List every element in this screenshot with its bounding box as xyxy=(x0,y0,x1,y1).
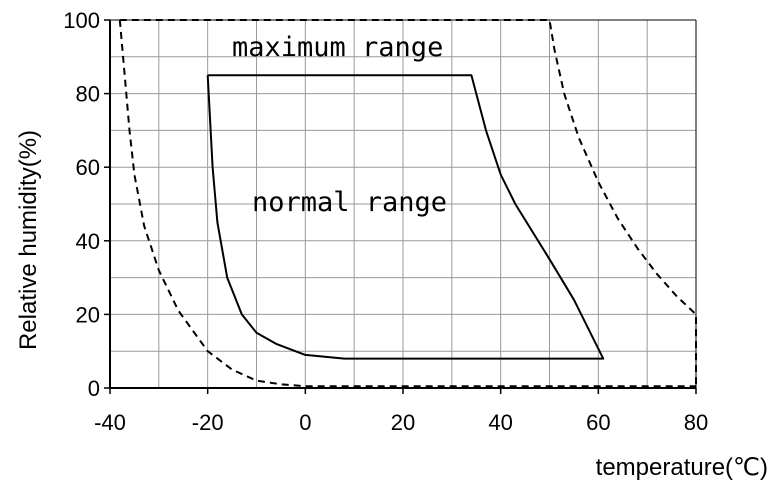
series-group xyxy=(118,19,697,388)
x-tick-label: 60 xyxy=(586,410,610,435)
y-tick-label: 100 xyxy=(63,8,100,33)
x-axis-title: temperature(℃) xyxy=(596,454,768,481)
x-tick-label: 80 xyxy=(684,410,708,435)
y-tick-label: 80 xyxy=(76,82,100,107)
x-tick-label: 20 xyxy=(391,410,415,435)
normal-range-label: normal range xyxy=(252,187,447,218)
y-tick-label: 0 xyxy=(88,376,100,401)
maximum-range-label: maximum range xyxy=(232,32,443,63)
maximum-range-boundary-1 xyxy=(118,19,696,388)
x-tick-label: 0 xyxy=(299,410,311,435)
y-tick-label: 60 xyxy=(76,155,100,180)
y-axis-ticks: 0 20 40 60 80 100 xyxy=(63,8,110,401)
y-axis-title: Relative humidity(%) xyxy=(15,130,42,350)
x-tick-label: 40 xyxy=(488,410,512,435)
normal-range-boundary xyxy=(206,74,605,360)
x-tick-label: -40 xyxy=(94,410,126,435)
y-tick-label: 20 xyxy=(76,302,100,327)
x-axis-ticks: -40 -20 0 20 40 60 80 xyxy=(94,388,708,435)
y-tick-label: 40 xyxy=(76,229,100,254)
x-tick-label: -20 xyxy=(192,410,224,435)
